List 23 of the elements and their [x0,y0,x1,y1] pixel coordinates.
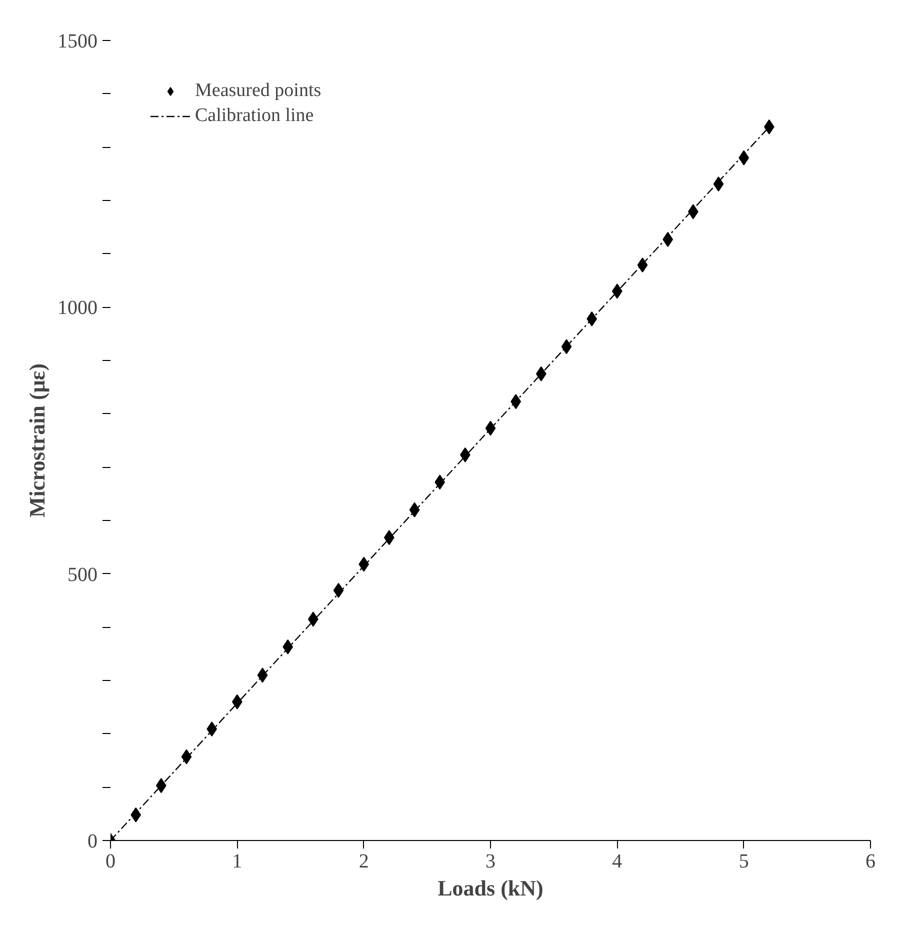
y-tick-label: 1500 [58,30,98,52]
x-tick-label: 4 [612,850,622,872]
x-tick-label: 1 [232,850,242,872]
point [637,258,648,273]
x-tick-label: 3 [486,850,496,872]
y-tick-label: 0 [88,830,98,852]
x-axis-title: Loads (kN) [438,876,544,900]
y-tick-label: 500 [68,564,98,586]
x-tick-label: 5 [738,850,749,872]
point [485,420,496,436]
point [257,668,268,683]
point [181,749,192,764]
y-axis-title: Microstrain (με) [24,363,50,518]
legend-label: Calibration line [195,105,314,127]
x-tick-label: 0 [106,850,116,872]
point [561,339,572,354]
y-tick-label: 1000 [58,297,98,320]
point [409,502,420,518]
x-tick-label: 2 [358,850,369,872]
point [333,582,344,598]
point [713,176,724,192]
x-tick-label: 6 [866,850,876,872]
legend-label: Measured points [195,80,322,102]
